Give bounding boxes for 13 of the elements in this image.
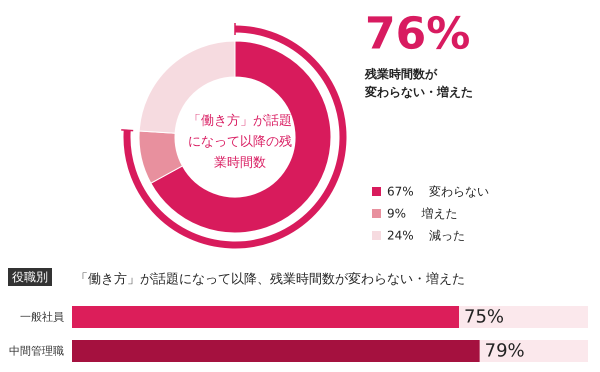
legend-label: 24% 減った bbox=[387, 228, 465, 242]
data-label: 75% bbox=[464, 306, 504, 328]
text: 変わらない・増えた bbox=[364, 85, 473, 99]
y-tick-label: 一般社員 bbox=[20, 310, 64, 324]
chart-title: 「働き方」が話題になって以降、残業時間数が変わらない・増えた bbox=[75, 271, 465, 287]
text: 76% bbox=[365, 8, 470, 60]
y-tick-label: 中間管理職 bbox=[9, 344, 64, 358]
text: 「働き方」が話題になって以降の残業時間数 bbox=[188, 112, 292, 170]
text: 残業時間数が bbox=[364, 67, 438, 81]
text: 役職別 bbox=[12, 270, 48, 284]
data-label: 79% bbox=[484, 340, 525, 362]
legend-label: 9% 増えた bbox=[387, 206, 458, 220]
legend-label: 67% 変わらない bbox=[387, 184, 489, 198]
